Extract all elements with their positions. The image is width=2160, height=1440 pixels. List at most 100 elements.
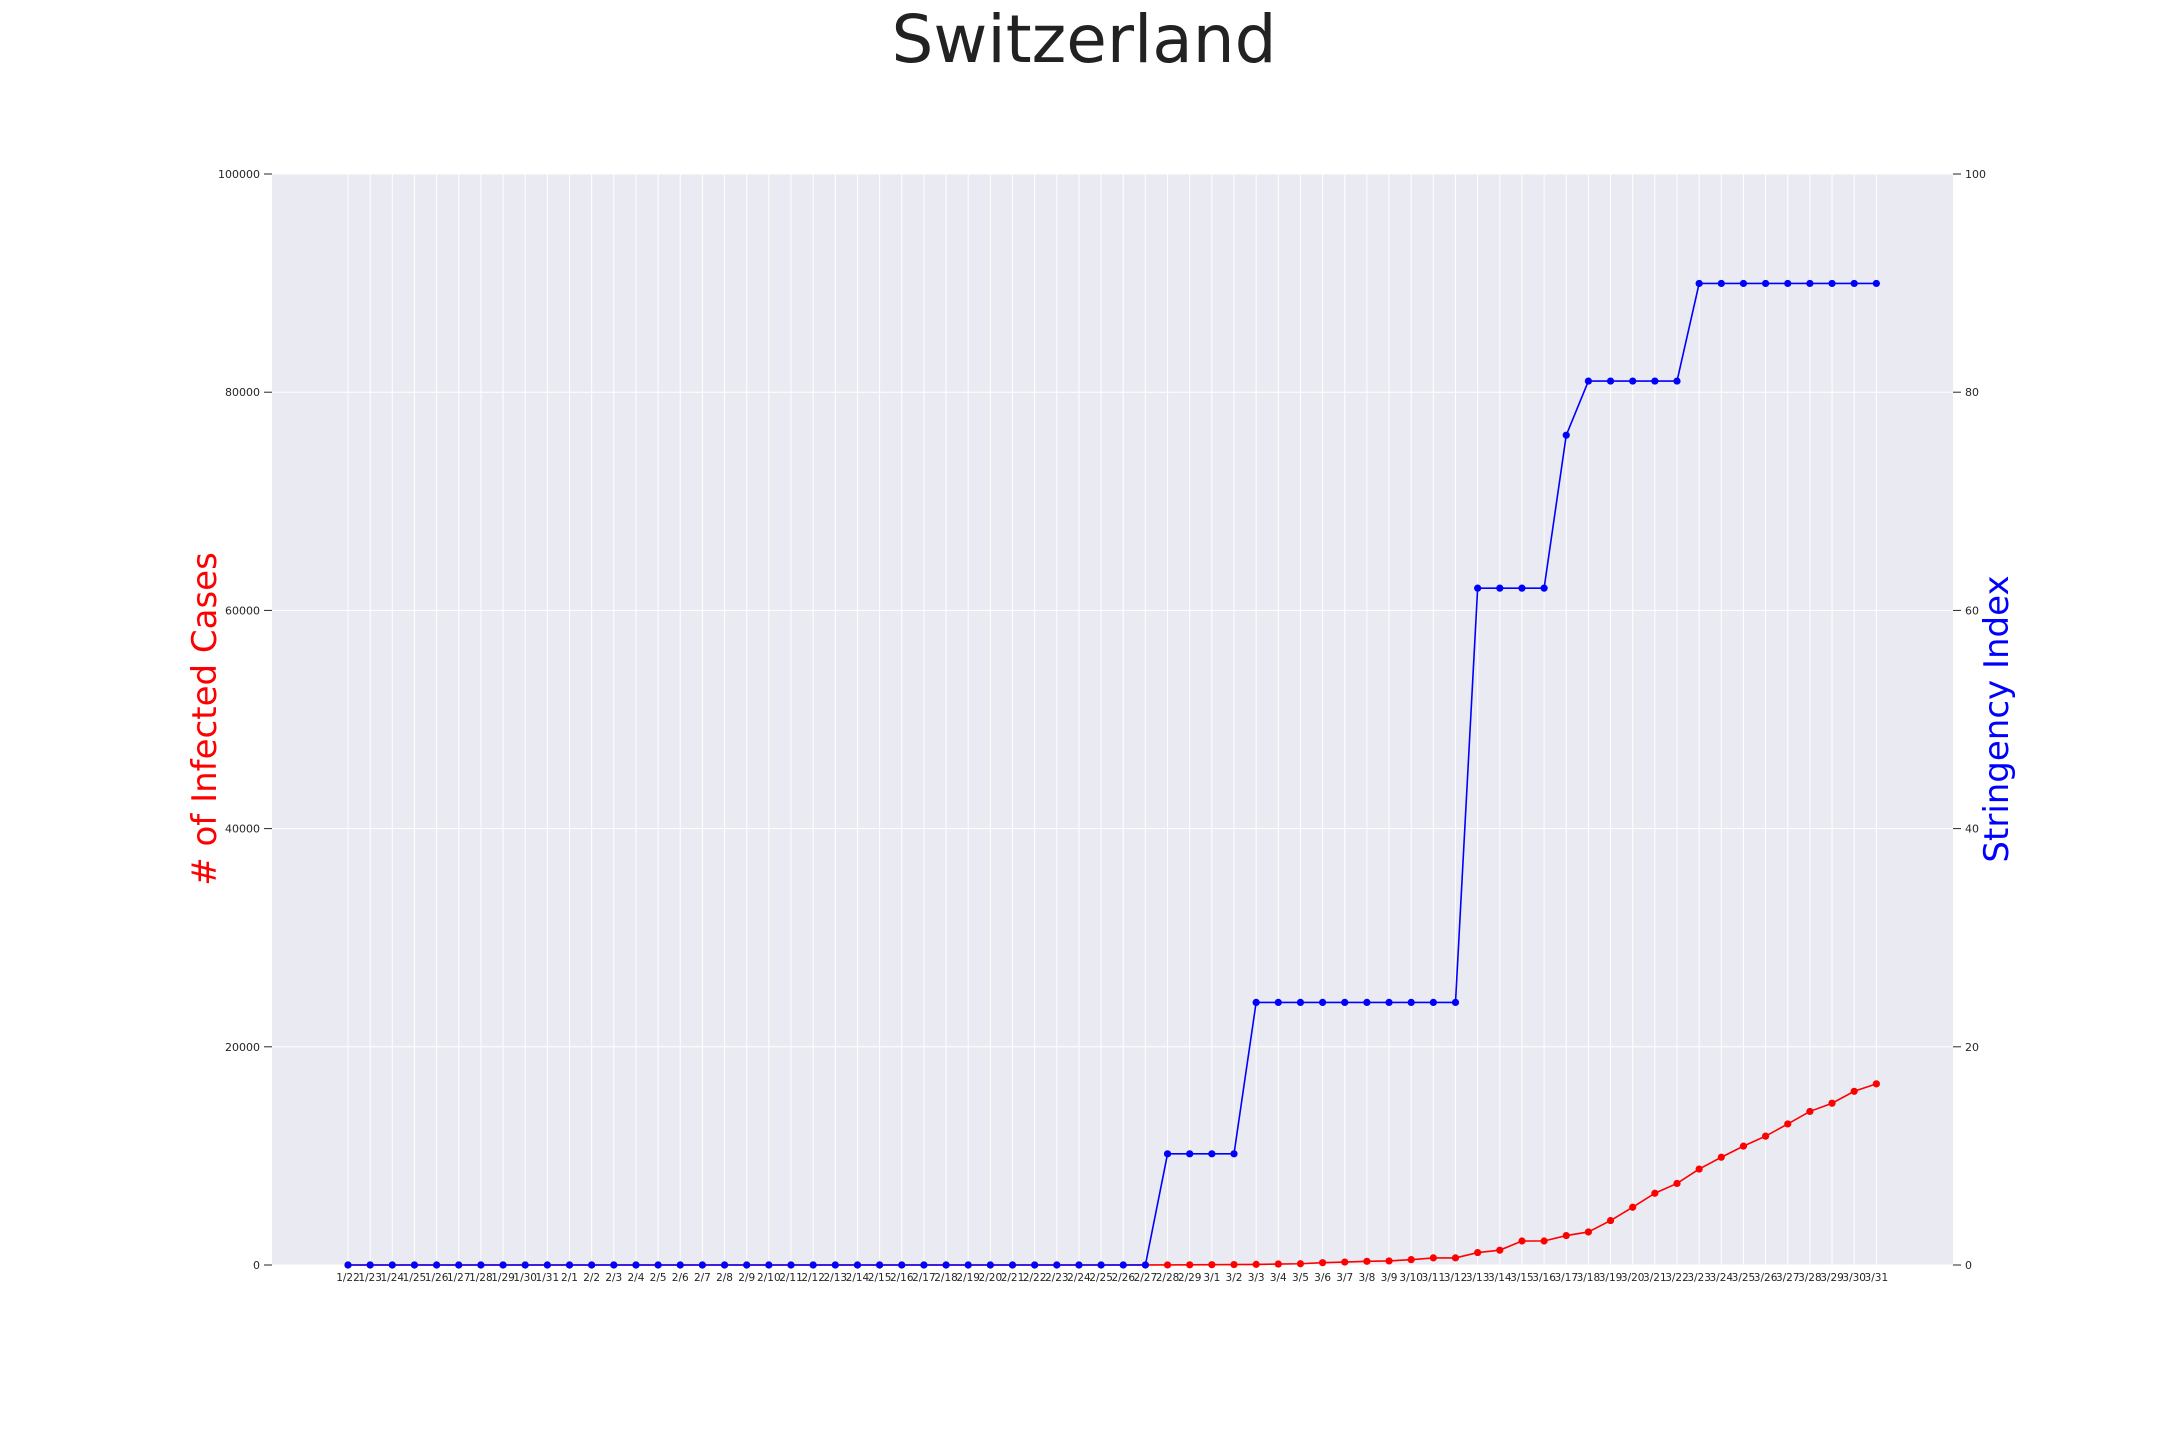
x-tick-label: 2/2 [583,1272,600,1284]
data-point-stringency [1097,1261,1105,1269]
x-tick-label: 3/28 [1798,1272,1822,1284]
data-point-cases [1208,1261,1216,1269]
data-point-stringency [1651,377,1659,385]
data-point-cases [1784,1120,1792,1128]
x-tick-label: 2/24 [1067,1272,1091,1284]
data-point-stringency [743,1261,751,1269]
data-point-stringency [1341,998,1349,1006]
x-tick-label: 3/31 [1865,1272,1889,1284]
plot-area [272,174,1953,1265]
x-tick-label: 3/4 [1270,1272,1287,1284]
data-point-stringency [1784,279,1792,288]
x-tick-label: 3/20 [1621,1272,1645,1284]
data-point-cases [1407,1256,1415,1264]
data-point-cases [1429,1254,1437,1262]
data-point-cases [1606,1216,1615,1225]
x-tick-label: 3/15 [1510,1272,1534,1284]
data-point-cases [1451,1254,1460,1262]
data-point-stringency [720,1261,729,1269]
data-point-stringency [499,1261,507,1269]
x-tick-label: 2/19 [956,1272,980,1284]
right-y-tick-label: 80 [1965,386,1979,399]
x-tick-label: 3/13 [1466,1272,1490,1284]
data-point-stringency [1739,279,1748,288]
x-tick-label: 2/1 [561,1272,578,1284]
x-tick-label: 2/17 [912,1272,936,1284]
x-tick-label: 3/16 [1532,1272,1556,1284]
x-tick-label: 2/12 [801,1272,825,1284]
x-tick-label: 3/22 [1665,1272,1689,1284]
data-point-cases [1828,1099,1836,1107]
data-point-stringency [565,1261,574,1269]
data-point-stringency [1031,1261,1039,1269]
x-tick-label: 1/29 [491,1272,515,1284]
x-tick-label: 2/8 [716,1272,733,1284]
data-point-cases [1496,1246,1504,1254]
data-point-stringency [1385,998,1393,1006]
data-point-cases [1850,1087,1858,1095]
data-point-stringency [610,1261,618,1269]
data-point-cases [1274,1260,1282,1268]
data-point-cases [1363,1257,1371,1265]
data-point-stringency [1562,431,1570,439]
x-tick-label: 1/28 [469,1272,493,1284]
left-y-tick-label: 20000 [225,1041,260,1054]
data-point-cases [1341,1258,1349,1266]
data-point-stringency [1673,377,1681,385]
x-tick-label: 2/6 [672,1272,689,1284]
data-point-stringency [831,1261,839,1269]
data-point-stringency [787,1261,795,1269]
x-tick-label: 3/14 [1488,1272,1512,1284]
data-point-cases [1717,1153,1725,1161]
x-tick-label: 2/14 [846,1272,870,1284]
data-point-stringency [1850,279,1858,288]
right-y-tick-label: 0 [1965,1259,1972,1272]
data-point-stringency [1518,584,1526,592]
data-point-stringency [388,1261,396,1269]
right-y-tick-label: 60 [1965,604,1979,617]
data-point-stringency [1008,1261,1017,1269]
data-point-stringency [588,1261,596,1269]
data-point-stringency [1296,998,1305,1006]
data-point-stringency [1252,998,1260,1006]
x-tick-label: 3/5 [1292,1272,1309,1284]
x-tick-label: 2/20 [979,1272,1003,1284]
left-y-tick-label: 40000 [225,823,260,836]
data-point-stringency [632,1261,640,1269]
data-point-stringency [1407,998,1415,1006]
data-point-cases [1296,1260,1305,1268]
data-point-stringency [853,1261,862,1269]
x-tick-label: 2/13 [824,1272,848,1284]
data-point-stringency [1163,1150,1172,1158]
data-point-stringency [344,1261,352,1269]
data-point-stringency [920,1261,928,1269]
data-point-stringency [1363,998,1371,1006]
data-point-stringency [455,1261,463,1269]
x-tick-label: 3/3 [1248,1272,1265,1284]
right-y-tick-label: 100 [1965,168,1986,181]
data-point-stringency [477,1261,485,1269]
x-tick-label: 3/29 [1820,1272,1844,1284]
left-y-tick-label: 80000 [225,386,260,399]
data-point-cases [1230,1260,1238,1269]
x-tick-label: 1/31 [536,1272,560,1284]
data-point-stringency [1496,584,1504,592]
left-y-axis: 0 20000 40000 60000 80000 100000 [218,168,272,1272]
data-point-stringency [1429,998,1437,1006]
x-tick-label: 2/5 [650,1272,667,1284]
data-point-cases [1385,1257,1393,1265]
data-point-stringency [809,1261,817,1269]
data-point-stringency [1274,998,1282,1006]
data-point-cases [1186,1261,1194,1269]
data-point-stringency [1606,377,1615,385]
data-point-stringency [1872,279,1880,288]
x-tick-label: 1/24 [381,1272,405,1284]
data-point-cases [1806,1107,1814,1116]
data-point-stringency [1629,377,1637,385]
data-point-cases [1518,1237,1526,1245]
data-point-cases [1629,1203,1637,1211]
x-tick-label: 3/11 [1422,1272,1446,1284]
left-y-tick-label: 60000 [225,604,260,617]
x-tick-label: 1/25 [403,1272,427,1284]
data-point-stringency [898,1261,906,1269]
